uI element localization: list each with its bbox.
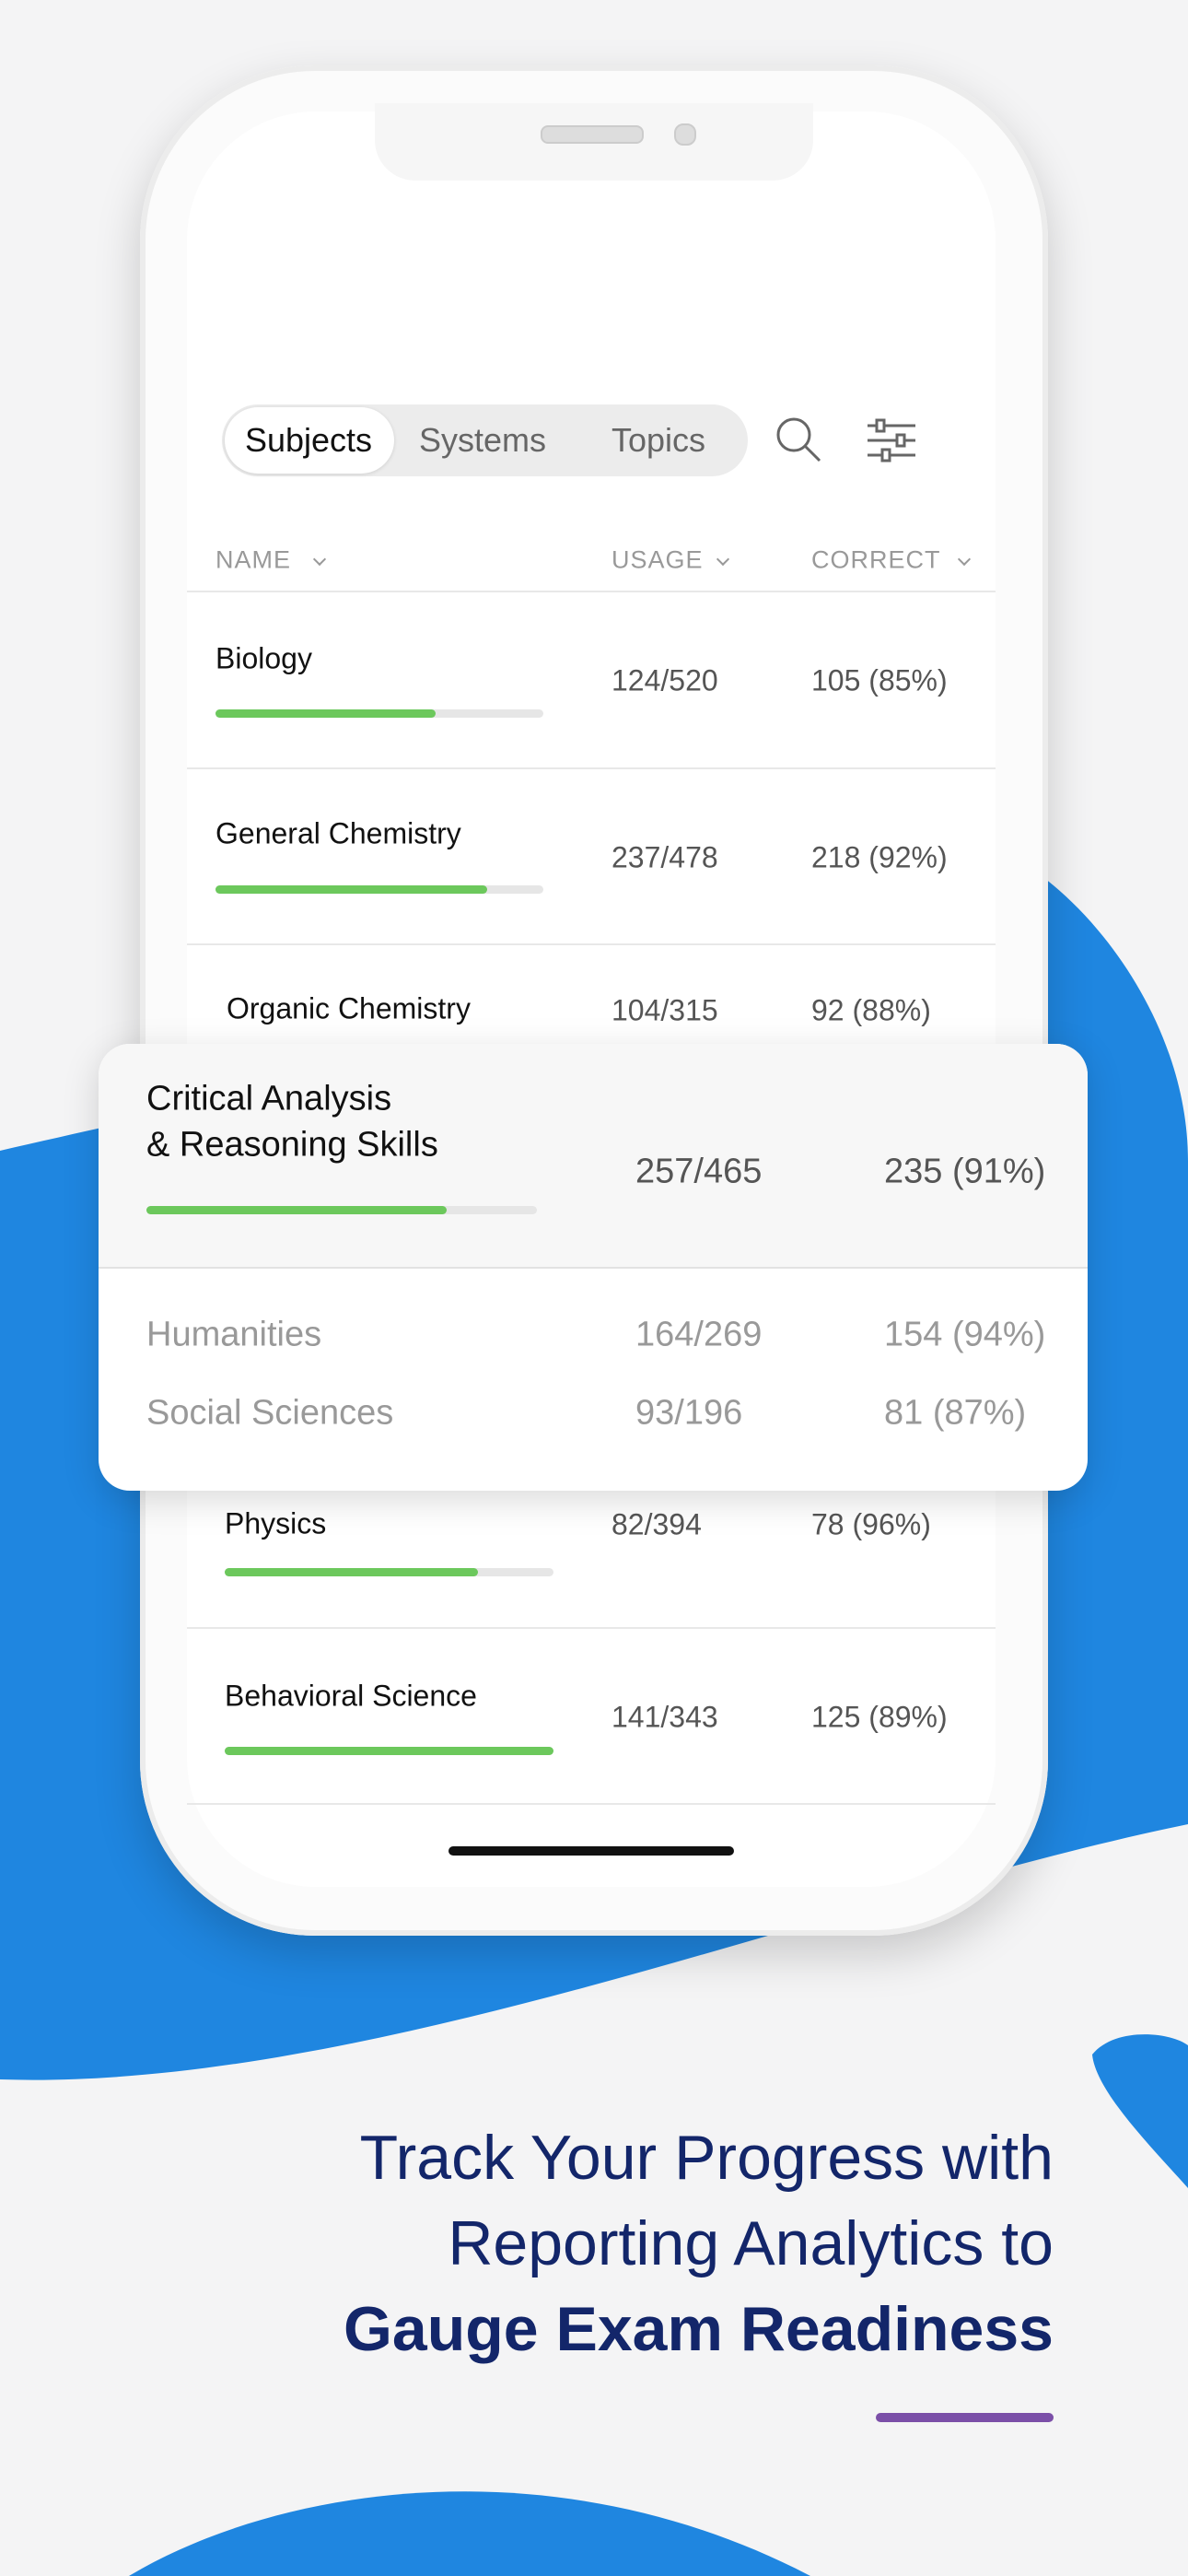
row-name: Behavioral Science — [225, 1679, 477, 1713]
separator — [187, 943, 996, 945]
row-usage: 82/394 — [611, 1507, 702, 1541]
tab[interactable]: Subjects — [244, 421, 373, 459]
tab[interactable]: Topics — [611, 421, 706, 459]
row-name: General Chemistry — [215, 816, 461, 850]
column-header[interactable]: USAGE — [611, 545, 704, 574]
progress-bar — [215, 709, 436, 718]
child-name: Humanities — [146, 1315, 322, 1354]
expanded-card[interactable]: Critical Analysis & Reasoning Skills 257/4… — [99, 1044, 1088, 1491]
column-header[interactable]: CORRECT — [811, 545, 941, 574]
row-usage: 237/478 — [611, 840, 718, 874]
child-correct: 81 (87%) — [884, 1393, 1027, 1433]
child-usage: 93/196 — [635, 1393, 743, 1433]
child-name: Social Sciences — [146, 1393, 394, 1433]
search-icon[interactable] — [774, 415, 825, 466]
row-correct: 92 (88%) — [811, 993, 931, 1027]
row-correct: 105 (85%) — [811, 663, 948, 697]
home-indicator — [448, 1846, 734, 1856]
row-correct: 78 (96%) — [811, 1507, 931, 1541]
row-correct: 125 (89%) — [811, 1700, 948, 1734]
accent-line — [876, 2413, 1054, 2422]
row-usage: 141/343 — [611, 1700, 718, 1734]
progress-track — [215, 885, 543, 894]
filter-icon[interactable] — [866, 416, 917, 464]
progress-track — [146, 1206, 537, 1214]
blue-shape — [129, 2491, 810, 2576]
card-header — [99, 1044, 1088, 1267]
tab[interactable]: Systems — [418, 421, 547, 459]
row-usage: 124/520 — [611, 663, 718, 697]
row-correct: 218 (92%) — [811, 840, 948, 874]
headline: Reporting Analytics to — [448, 2208, 1054, 2278]
notch — [375, 103, 813, 181]
progress-track — [215, 709, 543, 718]
separator — [187, 1627, 996, 1629]
column-header[interactable]: NAME — [215, 545, 292, 574]
blue-shape — [1092, 2034, 1188, 2188]
card-usage: 257/465 — [635, 1152, 763, 1191]
progress-bar — [225, 1747, 553, 1755]
headline: Track Your Progress with — [359, 2123, 1054, 2193]
progress-track — [225, 1568, 553, 1576]
separator — [187, 767, 996, 769]
row-name: Biology — [215, 641, 312, 675]
row-name: Physics — [225, 1506, 327, 1540]
card-name: & Reasoning Skills — [146, 1125, 438, 1165]
separator — [187, 1803, 996, 1805]
progress-bar — [225, 1568, 478, 1576]
progress-bar — [146, 1206, 448, 1214]
headline: Gauge Exam Readiness — [343, 2294, 1054, 2364]
card-name: Critical Analysis — [146, 1079, 392, 1118]
separator — [99, 1267, 1088, 1269]
row-usage: 104/315 — [611, 993, 718, 1027]
separator — [187, 591, 996, 592]
row-name: Organic Chemistry — [227, 991, 471, 1025]
card-correct: 235 (91%) — [884, 1152, 1046, 1191]
progress-bar — [215, 885, 488, 894]
active-tab[interactable] — [225, 407, 394, 474]
child-correct: 154 (94%) — [884, 1315, 1046, 1354]
child-usage: 164/269 — [635, 1315, 763, 1354]
progress-track — [225, 1747, 553, 1755]
